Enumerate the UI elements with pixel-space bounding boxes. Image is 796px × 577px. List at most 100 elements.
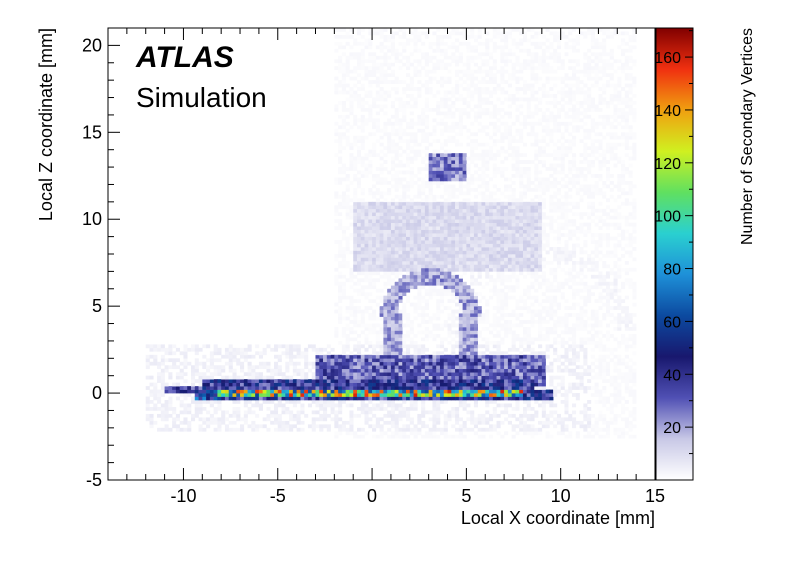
heatmap-cell bbox=[504, 372, 509, 376]
heatmap-cell bbox=[330, 417, 335, 422]
heatmap-cell bbox=[556, 257, 561, 262]
heatmap-cell bbox=[470, 375, 475, 380]
heatmap-cell bbox=[439, 354, 445, 359]
heatmap-cell bbox=[530, 323, 535, 328]
heatmap-cell bbox=[273, 420, 279, 425]
heatmap-cell bbox=[575, 260, 580, 265]
heatmap-cell bbox=[319, 424, 324, 429]
heatmap-cell bbox=[583, 327, 588, 331]
heatmap-cell bbox=[624, 420, 629, 425]
heatmap-cell bbox=[356, 396, 362, 401]
heatmap-cell bbox=[149, 417, 154, 422]
heatmap-cell bbox=[387, 205, 392, 210]
heatmap-cell bbox=[451, 187, 456, 192]
heatmap-cell bbox=[455, 309, 460, 314]
heatmap-cell bbox=[436, 201, 441, 206]
heatmap-cell bbox=[481, 354, 486, 359]
heatmap-cell bbox=[221, 379, 226, 383]
heatmap-cell bbox=[598, 410, 603, 415]
heatmap-cell bbox=[553, 375, 558, 380]
heatmap-cell bbox=[273, 361, 279, 366]
heatmap-cell bbox=[575, 354, 580, 359]
heatmap-cell bbox=[439, 278, 445, 283]
heatmap-cell bbox=[360, 187, 365, 192]
heatmap-cell bbox=[394, 309, 399, 314]
heatmap-cell bbox=[511, 201, 516, 206]
heatmap-cell bbox=[594, 184, 599, 189]
heatmap-cell bbox=[338, 386, 343, 390]
heatmap-cell bbox=[602, 222, 607, 227]
heatmap-cell bbox=[530, 240, 535, 244]
heatmap-cell bbox=[345, 347, 350, 352]
heatmap-cell bbox=[594, 222, 599, 227]
heatmap-cell bbox=[522, 347, 528, 352]
heatmap-cell bbox=[394, 212, 399, 217]
heatmap-cell bbox=[413, 358, 418, 363]
heatmap-cell bbox=[356, 375, 362, 380]
heatmap-cell bbox=[266, 368, 271, 373]
heatmap-cell bbox=[538, 260, 543, 265]
heatmap-cell bbox=[439, 302, 445, 307]
heatmap-cell bbox=[406, 316, 411, 321]
heatmap-cell bbox=[553, 267, 558, 272]
heatmap-cell bbox=[353, 222, 358, 227]
heatmap-cell bbox=[504, 299, 509, 303]
heatmap-cell bbox=[387, 254, 392, 258]
heatmap-cell bbox=[198, 424, 203, 429]
heatmap-cell bbox=[341, 316, 346, 321]
heatmap-cell bbox=[394, 274, 399, 279]
heatmap-cell bbox=[605, 215, 611, 220]
heatmap-cell bbox=[398, 260, 403, 265]
heatmap-cell bbox=[572, 250, 577, 255]
heatmap-cell bbox=[390, 229, 395, 234]
heatmap-cell bbox=[240, 347, 245, 352]
heatmap-cell bbox=[394, 194, 399, 199]
heatmap-cell bbox=[473, 226, 478, 230]
heatmap-cell bbox=[372, 250, 377, 255]
heatmap-cell bbox=[375, 219, 380, 224]
heatmap-cell bbox=[492, 267, 497, 272]
heatmap-cell bbox=[345, 260, 350, 265]
heatmap-cell bbox=[390, 236, 395, 241]
heatmap-cell bbox=[390, 420, 395, 425]
heatmap-cell bbox=[164, 368, 169, 373]
heatmap-cell bbox=[466, 240, 471, 244]
heatmap-cell bbox=[372, 361, 377, 366]
heatmap-cell bbox=[519, 340, 524, 345]
heatmap-cell bbox=[398, 292, 403, 297]
heatmap-cell bbox=[387, 295, 392, 300]
heatmap-cell bbox=[590, 347, 595, 352]
heatmap-cell bbox=[447, 215, 452, 220]
heatmap-cell bbox=[560, 267, 565, 272]
heatmap-cell bbox=[273, 354, 279, 359]
heatmap-cell bbox=[587, 187, 592, 192]
heatmap-cell bbox=[534, 372, 539, 376]
heatmap-cell bbox=[455, 365, 460, 370]
heatmap-cell bbox=[375, 361, 380, 366]
heatmap-cell bbox=[372, 208, 377, 213]
heatmap-cell bbox=[602, 208, 607, 213]
heatmap-cell bbox=[458, 365, 463, 370]
heatmap-cell bbox=[364, 406, 369, 411]
heatmap-cell bbox=[560, 281, 565, 286]
heatmap-cell bbox=[292, 379, 297, 383]
heatmap-cell bbox=[349, 351, 354, 356]
heatmap-cell bbox=[345, 194, 350, 199]
heatmap-cell bbox=[296, 417, 301, 422]
heatmap-cell bbox=[406, 180, 411, 185]
heatmap-cell bbox=[360, 222, 365, 227]
heatmap-cell bbox=[485, 260, 490, 265]
heatmap-cell bbox=[455, 375, 460, 380]
heatmap-cell bbox=[473, 302, 478, 307]
heatmap-cell bbox=[364, 250, 369, 255]
heatmap-cell bbox=[206, 420, 211, 425]
heatmap-cell bbox=[341, 327, 346, 331]
heatmap-cell bbox=[421, 330, 426, 335]
heatmap-cell bbox=[598, 340, 603, 345]
heatmap-cell bbox=[632, 344, 637, 349]
heatmap-cell bbox=[394, 302, 399, 307]
heatmap-cell bbox=[587, 295, 592, 300]
heatmap-cell bbox=[217, 427, 222, 432]
heatmap-cell bbox=[383, 215, 388, 220]
heatmap-cell bbox=[568, 208, 573, 213]
